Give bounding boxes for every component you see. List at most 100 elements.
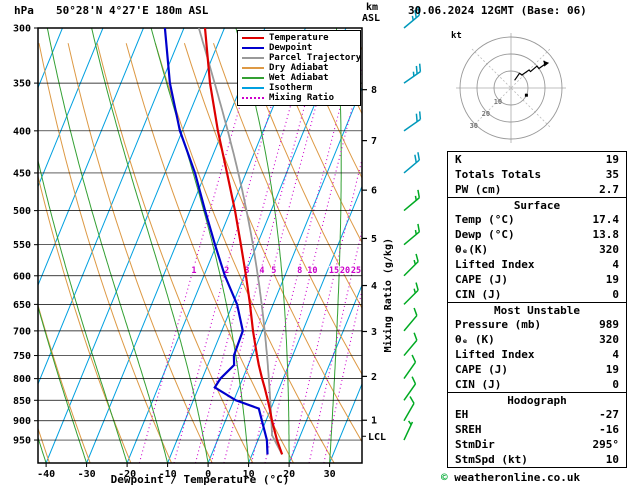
dry-adiabat-line: [358, 42, 362, 52]
dry-adiabat-line: [242, 43, 362, 310]
legend-line-sample: [242, 47, 264, 49]
pressure-tick-label: 450: [13, 168, 31, 179]
x-tick-label: 0: [205, 469, 211, 480]
table-row: Pressure (mb) 989: [448, 317, 626, 332]
isotherm-line: [288, 283, 362, 463]
legend-label: Isotherm: [269, 83, 313, 93]
isotherm-line: [38, 28, 104, 188]
hodograph-ring: [476, 53, 546, 123]
mixing-ratio-value-label: 4: [259, 266, 264, 276]
table-row-value: 19: [605, 273, 619, 286]
mixing-ratio-value-label: 10: [307, 266, 317, 276]
pressure-tick-label: 950: [13, 436, 31, 447]
table-row: CIN (J) 0: [448, 377, 626, 392]
wind-barb: [403, 152, 421, 174]
isotherm-line: [329, 382, 362, 463]
legend-label: Parcel Trajectory: [269, 53, 362, 63]
hodograph-ring-label: 30: [470, 122, 478, 130]
legend-label: Wet Adiabat: [269, 73, 329, 83]
wind-barb: [403, 354, 417, 380]
table-row-value: 4: [612, 348, 619, 361]
copyright-symbol: ©: [441, 471, 448, 484]
wind-barb: [403, 63, 422, 84]
hodograph-ring-label: 10: [494, 98, 502, 106]
wind-barb: [403, 7, 421, 29]
pressure-tick-label: 750: [13, 351, 31, 362]
legend-item: Isotherm: [242, 83, 356, 93]
table-row: StmDir 295°: [448, 437, 626, 452]
datetime-title: 30.06.2024 12GMT (Base: 06): [408, 4, 587, 17]
table-row-value: 320: [599, 333, 619, 346]
x-axis-label: Dewpoint / Temperature (°C): [110, 473, 290, 486]
pressure-tick-label: 350: [13, 79, 31, 90]
table-section-header: Hodograph: [448, 392, 626, 407]
table-row-value: 0: [612, 288, 619, 301]
wet-adiabat-line: [91, 28, 209, 463]
legend-line-sample: [242, 97, 264, 99]
wind-barb: [403, 253, 419, 277]
table-row: CAPE (J) 19: [448, 362, 626, 377]
table-row-label: CIN (J): [455, 378, 502, 391]
km-tick-label: 3: [371, 327, 377, 338]
isotherm-line: [38, 28, 144, 287]
table-row-label: PW (cm): [455, 183, 502, 196]
table-row: EH -27: [448, 407, 626, 422]
dry-adiabat-line: [96, 43, 254, 463]
x-tick-label: 20: [283, 469, 295, 480]
table-row-label: Pressure (mb): [455, 318, 542, 331]
table-row: θₑ (K) 320: [448, 332, 626, 347]
table-row-label: Totals Totals: [455, 168, 542, 181]
dry-adiabat-line: [300, 43, 362, 179]
table-row-value: -16: [599, 423, 619, 436]
table-row-value: 295°: [592, 438, 620, 451]
mixing-ratio-line: [173, 43, 290, 463]
table-row-value: 35: [605, 168, 619, 181]
table-row-label: CIN (J): [455, 288, 502, 301]
legend: Temperature Dewpoint Parcel Trajectory Dry …: [237, 30, 361, 106]
table-row-value: 0: [612, 378, 619, 391]
pressure-axis-unit: hPa: [14, 4, 34, 17]
mixing-ratio-value-label: 15: [329, 266, 339, 276]
dewpoint-line: [163, 28, 269, 455]
dry-adiabat-line: [271, 43, 362, 244]
table-section-header: Surface: [448, 197, 626, 212]
mixing-ratio-line: [250, 43, 358, 463]
table-row-label: Lifted Index: [455, 258, 535, 271]
wet-adiabat-line: [38, 158, 128, 463]
legend-label: Dry Adiabat: [269, 63, 329, 73]
lcl-label: LCL: [368, 432, 386, 443]
wind-barb: [403, 223, 421, 246]
legend-line-sample: [242, 67, 264, 69]
wind-barb: [403, 307, 418, 332]
wind-barb: [403, 332, 418, 357]
km-tick-label: 7: [371, 136, 377, 147]
km-tick-label: 6: [371, 186, 377, 197]
table-row-label: StmSpd (kt): [455, 453, 528, 466]
km-axis-label: km: [366, 2, 379, 13]
km-tick-label: 5: [371, 234, 377, 245]
wind-barb: [403, 282, 419, 305]
pressure-tick-label: 300: [13, 24, 31, 35]
dry-adiabat-line: [38, 43, 172, 463]
hodograph-ring-label: 20: [482, 110, 490, 118]
pressure-tick-label: 650: [13, 300, 31, 311]
table-row: PW (cm) 2.7: [448, 182, 626, 197]
mixing-ratio-value-label: 8: [297, 266, 302, 276]
table-row-label: SREH: [455, 423, 482, 436]
legend-item: Dewpoint: [242, 43, 356, 53]
wet-adiabat-line: [150, 28, 250, 463]
mixing-ratio-line: [264, 66, 362, 463]
asl-axis-label: ASL: [362, 13, 381, 24]
mixing-ratio-value-label: 1: [191, 266, 196, 276]
table-row-value: 17.4: [592, 213, 620, 226]
hodograph-trace: [514, 60, 547, 81]
pressure-tick-label: 700: [13, 326, 31, 337]
table-row-value: 989: [599, 318, 619, 331]
pressure-tick-label: 550: [13, 240, 31, 251]
pressure-tick-label: 900: [13, 416, 31, 427]
table-row-value: 10: [605, 453, 619, 466]
km-tick-label: 4: [371, 281, 377, 292]
table-row-label: CAPE (J): [455, 273, 508, 286]
km-tick-label: 8: [371, 85, 377, 96]
